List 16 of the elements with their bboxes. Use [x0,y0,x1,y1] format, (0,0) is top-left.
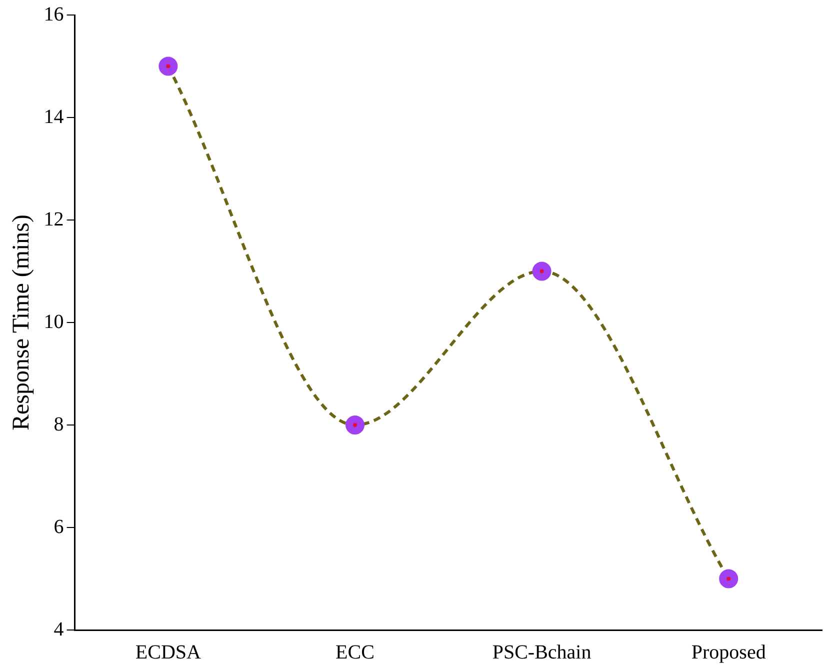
x-tick-label: ECC [336,641,374,664]
x-tick-label: ECDSA [135,641,202,664]
y-tick-label: 14 [44,106,64,128]
point [158,56,178,76]
point [346,416,364,434]
y-tick-label: 12 [44,208,64,230]
y-tick-label: 4 [54,618,64,640]
point [719,569,738,588]
x-tick-label: Proposed [691,641,766,664]
y-tick-label: 16 [44,3,64,26]
point [532,262,552,281]
y-axis-title: Response Time (mins) [8,214,35,431]
y-tick-label: 10 [44,310,64,333]
x-tick-label: PSC-Bchain [492,641,592,664]
y-tick-label: 6 [54,516,64,538]
y-tick-label: 8 [54,413,64,436]
